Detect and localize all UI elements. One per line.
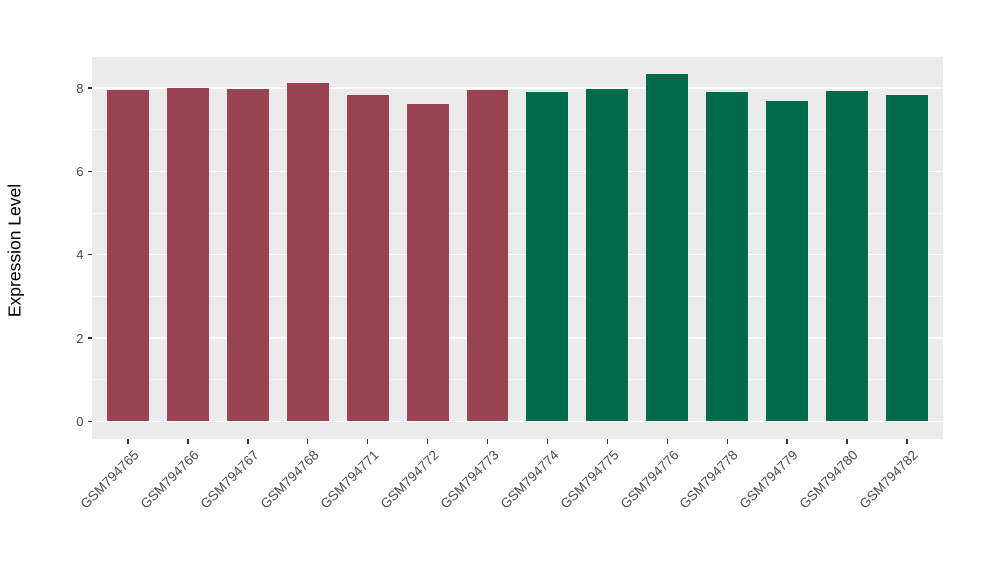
y-axis-tick	[87, 420, 92, 423]
x-axis-tick	[606, 439, 609, 444]
x-tick-label: GSM794772	[377, 447, 442, 512]
bar-GSM794779	[766, 101, 809, 422]
bar-GSM794765	[106, 90, 149, 422]
minor-gridline	[92, 379, 943, 381]
y-axis-tick	[87, 170, 92, 173]
x-axis-tick	[187, 439, 189, 444]
bar-GSM794767	[226, 89, 269, 422]
x-tick-label: GSM794768	[257, 447, 322, 512]
bar-GSM794774	[526, 91, 569, 422]
x-tick-label: GSM794780	[796, 447, 862, 512]
x-tick-label: GSM794778	[676, 447, 742, 512]
y-axis-tick	[87, 87, 92, 89]
x-axis-tick	[786, 439, 788, 444]
major-gridline	[92, 87, 943, 89]
major-gridline	[92, 420, 943, 423]
x-axis-tick	[846, 439, 848, 444]
x-tick-label: GSM794774	[497, 447, 562, 512]
x-axis-tick	[906, 439, 908, 444]
x-axis-tick	[366, 439, 369, 444]
major-gridline	[92, 254, 943, 256]
bar-GSM794778	[706, 91, 749, 422]
y-tick-label: 8	[76, 80, 84, 96]
bar-GSM794782	[886, 94, 928, 422]
x-tick-label: GSM794766	[137, 447, 202, 512]
y-axis-tick	[87, 254, 92, 256]
bar-GSM794772	[406, 103, 449, 422]
y-axis-tick	[87, 337, 92, 339]
x-tick-label: GSM794765	[77, 447, 142, 512]
minor-gridline	[92, 129, 943, 131]
y-tick-label: 0	[76, 413, 84, 429]
x-tick-label: GSM794776	[617, 447, 682, 512]
bar-GSM794771	[346, 94, 389, 422]
x-axis-tick	[546, 439, 549, 444]
x-tick-label: GSM794775	[557, 447, 622, 512]
minor-gridline	[92, 212, 943, 214]
bar-GSM794776	[646, 74, 689, 422]
x-tick-label: GSM794779	[736, 447, 802, 512]
x-tick-label: GSM794767	[197, 447, 262, 512]
bar-GSM794775	[586, 89, 629, 422]
x-tick-label: GSM794771	[317, 447, 382, 512]
x-axis-tick	[726, 439, 728, 444]
x-tick-label: GSM794773	[437, 447, 502, 512]
x-axis-tick	[486, 439, 489, 444]
x-axis-tick	[307, 439, 309, 444]
y-axis-title: Expression Level	[4, 183, 25, 318]
major-gridline	[92, 337, 943, 339]
bar-GSM794780	[826, 90, 869, 422]
x-axis-tick	[666, 439, 668, 444]
x-axis-tick	[127, 439, 129, 444]
bar-GSM794773	[466, 90, 509, 422]
y-tick-label: 4	[76, 247, 84, 263]
x-tick-label: GSM794782	[856, 447, 921, 512]
major-gridline	[92, 170, 943, 173]
x-axis-tick	[426, 439, 429, 444]
y-tick-label: 2	[76, 330, 84, 346]
y-tick-label: 6	[76, 163, 84, 179]
minor-gridline	[92, 296, 943, 297]
x-axis-tick	[247, 439, 249, 444]
bar-GSM794768	[286, 82, 329, 422]
bar-GSM794766	[166, 88, 209, 422]
plot-panel	[92, 57, 943, 439]
